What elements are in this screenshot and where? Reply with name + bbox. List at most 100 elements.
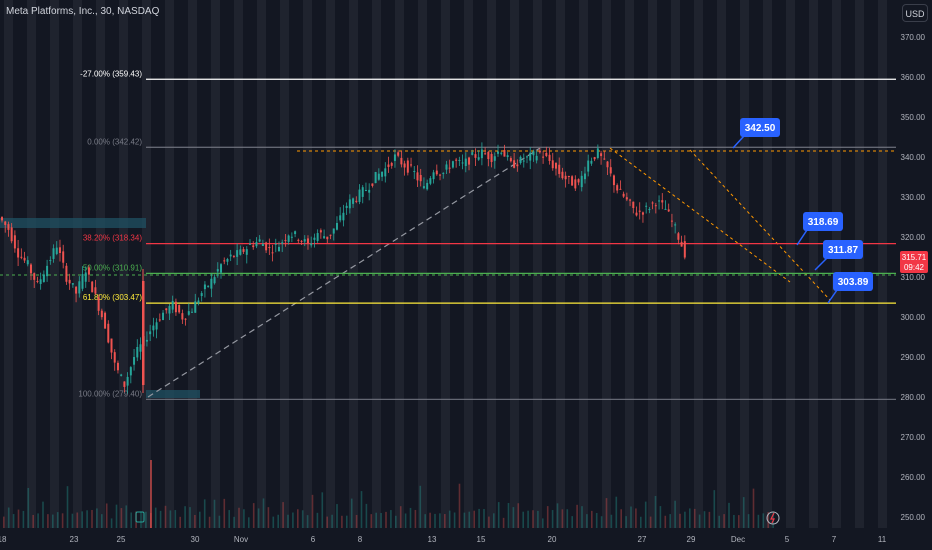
volume-bar xyxy=(497,502,500,528)
candle-body xyxy=(442,172,445,174)
volume-bar xyxy=(282,502,284,528)
volume-bar xyxy=(125,505,128,528)
candle-body xyxy=(13,235,16,249)
candle-body xyxy=(439,174,442,176)
volume-bar xyxy=(532,510,534,528)
candle-body xyxy=(20,256,23,258)
candle-body xyxy=(490,153,493,162)
callout-box[interactable] xyxy=(823,240,863,259)
volume-bar xyxy=(591,510,593,528)
dividend-icon[interactable] xyxy=(766,511,780,525)
volume-bar xyxy=(3,516,5,528)
volume-bar xyxy=(738,515,740,528)
volume-bar xyxy=(42,501,44,528)
candle-body xyxy=(413,170,416,172)
volume-bar xyxy=(360,491,363,528)
fib-level-label: 0.00% (342.42) xyxy=(87,137,142,146)
volume-bar xyxy=(262,498,265,528)
price-tick-label: 370.00 xyxy=(901,33,926,42)
session-band xyxy=(188,0,197,528)
candle-body xyxy=(271,252,274,254)
candle-body xyxy=(258,239,261,242)
candle-body xyxy=(39,279,42,284)
callout-box[interactable] xyxy=(833,272,873,291)
volume-bar xyxy=(27,487,30,528)
candle-body xyxy=(162,312,165,320)
volume-bar xyxy=(174,510,177,528)
candle-body xyxy=(352,198,355,204)
price-axis: 250.00 260.00 270.00 280.00 290.00 300.00 310.… xyxy=(896,0,932,550)
time-tick-label: 13 xyxy=(428,535,437,544)
candle-body xyxy=(310,243,313,246)
candle-body xyxy=(654,205,657,207)
candle-body xyxy=(506,155,509,158)
candle-body xyxy=(49,260,52,262)
candle-body xyxy=(42,274,45,282)
candle-body xyxy=(300,240,303,242)
candle-body xyxy=(381,171,384,177)
session-band xyxy=(763,0,772,528)
session-band xyxy=(96,0,105,528)
session-band xyxy=(119,0,128,528)
volume-bar xyxy=(718,515,720,528)
candle-body xyxy=(68,279,71,284)
volume-bar xyxy=(267,507,270,528)
session-band xyxy=(257,0,266,528)
volume-bar xyxy=(110,518,113,528)
candle-body xyxy=(677,233,680,240)
currency-button[interactable]: USD xyxy=(902,4,928,22)
volume-bar xyxy=(507,503,510,528)
time-tick-label: 20 xyxy=(548,535,557,544)
price-tick-label: 330.00 xyxy=(901,193,926,202)
candle-body xyxy=(306,238,309,244)
callout-box[interactable] xyxy=(803,212,843,231)
volume-bar xyxy=(551,510,554,528)
candle-body xyxy=(487,152,490,160)
session-band xyxy=(211,0,220,528)
volume-bar xyxy=(581,506,583,528)
candle-body xyxy=(629,199,632,201)
candle-body xyxy=(136,346,139,358)
candles xyxy=(1,142,686,394)
callout-box[interactable] xyxy=(740,118,780,137)
candle-body xyxy=(194,301,197,313)
candle-body xyxy=(165,308,168,311)
candle-body xyxy=(87,267,90,275)
candle-body xyxy=(326,236,329,240)
volume-bar xyxy=(199,511,201,528)
volume-bar xyxy=(7,507,10,528)
volume-bar xyxy=(762,513,765,528)
volume-bar xyxy=(610,514,613,528)
candle-body xyxy=(445,164,448,170)
session-band xyxy=(372,0,381,528)
volume-bar xyxy=(76,512,79,528)
volume-bar xyxy=(752,488,755,528)
price-tick-label: 320.00 xyxy=(901,233,926,242)
candle-body xyxy=(509,158,512,162)
volume-bar xyxy=(679,513,681,528)
candle-body xyxy=(133,357,136,365)
countdown-label: 09:42 xyxy=(904,263,925,272)
volume-bar xyxy=(248,517,250,528)
candle-body xyxy=(290,236,293,238)
candle-body xyxy=(406,160,409,173)
candle-body xyxy=(580,175,583,188)
time-tick-label: 8 xyxy=(358,535,363,544)
volume-bar xyxy=(301,510,304,528)
candle-body xyxy=(252,245,255,248)
candle-body xyxy=(23,257,26,261)
volume-bar xyxy=(341,515,343,528)
volume-bar xyxy=(468,511,471,528)
volume-bar xyxy=(473,510,475,528)
volume-bar xyxy=(306,515,309,528)
candle-body xyxy=(274,243,277,245)
candle-body xyxy=(426,182,429,190)
volume-bar xyxy=(537,510,539,528)
candle-body xyxy=(670,220,673,222)
candle-body xyxy=(583,173,586,180)
candle-body xyxy=(551,160,554,169)
session-band xyxy=(50,0,59,528)
candle-body xyxy=(123,381,126,387)
earnings-icon[interactable] xyxy=(135,511,145,523)
